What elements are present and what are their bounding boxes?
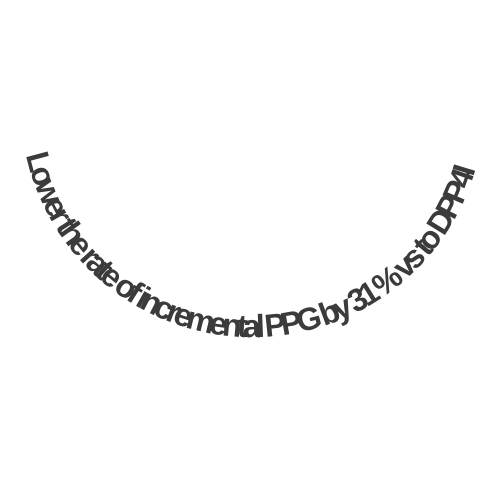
curved-slogan-textpath: Lower the rate of incremental PPG by 31 … [19,148,482,345]
curved-slogan-text: Lower the rate of incremental PPG by 31 … [19,148,482,345]
